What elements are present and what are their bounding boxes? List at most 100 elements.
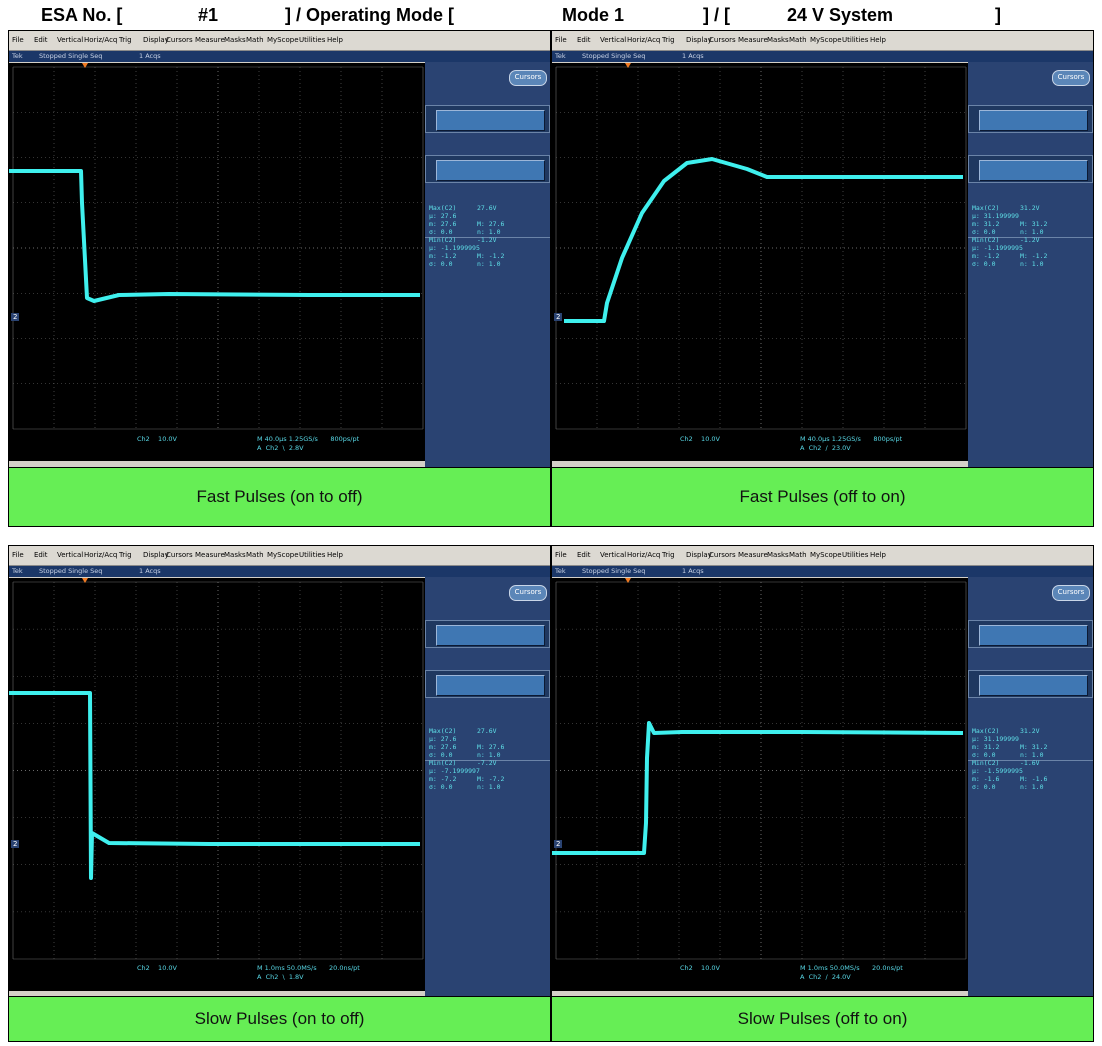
measurement-label: m: 27.6 (429, 743, 457, 751)
acq-mode: Stopped Single Seq (39, 52, 103, 60)
control-field-2[interactable] (979, 675, 1088, 696)
menu-item-file[interactable]: File (555, 551, 567, 559)
waveform-display[interactable]: 2 Ch2 10.0V M 1.0ms 50.0MS/s 20.0ns/pt A… (9, 578, 425, 991)
menu-item-trig[interactable]: Trig (662, 551, 675, 559)
measurement-label: m: 27.6 (429, 220, 457, 228)
menu-item-horizacq[interactable]: Horiz/Acq (84, 551, 118, 559)
menu-item-file[interactable]: File (555, 36, 567, 44)
menu-item-display[interactable]: Display (143, 551, 169, 559)
control-field-2[interactable] (979, 160, 1088, 181)
measurement-label: σ: 0.0 (972, 260, 996, 268)
menu-item-horizacq[interactable]: Horiz/Acq (627, 36, 661, 44)
menu-item-display[interactable]: Display (686, 551, 712, 559)
vertical-scale: Ch2 10.0V (680, 964, 720, 972)
menu-item-edit[interactable]: Edit (577, 36, 591, 44)
menu-item-display[interactable]: Display (686, 36, 712, 44)
menu-item-help[interactable]: Help (870, 36, 886, 44)
control-field-1[interactable] (979, 110, 1088, 131)
measurement-value: M: 31.2 (1020, 743, 1048, 751)
esa-label: ESA No. [ (41, 5, 123, 25)
measurement-value: 31.2V (1020, 204, 1040, 212)
measurement-label: m: 31.2 (972, 220, 1000, 228)
menu-item-myscope[interactable]: MyScope (810, 36, 842, 44)
menu-item-cursors[interactable]: Cursors (166, 551, 193, 559)
menu-item-math[interactable]: Math (246, 551, 264, 559)
menu-item-cursors[interactable]: Cursors (166, 36, 193, 44)
menu-item-myscope[interactable]: MyScope (267, 36, 299, 44)
waveform-display[interactable]: 2 Ch2 10.0V M 1.0ms 50.0MS/s 20.0ns/pt A… (552, 578, 968, 991)
ch2-ground-marker[interactable]: 2 (554, 840, 563, 848)
menu-item-math[interactable]: Math (789, 551, 807, 559)
scope-panel-fast-on-off: File Edit Vertical Horiz/Acq Trig Display Curs… (8, 30, 551, 527)
control-field-2[interactable] (436, 675, 545, 696)
ch2-ground-marker[interactable]: 2 (554, 313, 563, 321)
scope-window: File Edit Vertical Horiz/Acq Trig Display Curs… (9, 31, 550, 467)
menu-item-cursors[interactable]: Cursors (709, 36, 736, 44)
control-field-2[interactable] (436, 160, 545, 181)
menu-item-myscope[interactable]: MyScope (267, 551, 299, 559)
tek-label: Tek (12, 567, 23, 575)
measurement-divider (425, 760, 550, 761)
scope-side-panel: Cursors Max(C2) 27.6V μ: 27.6 m: 27.6 M: 27.… (425, 62, 550, 467)
menu-item-edit[interactable]: Edit (577, 551, 591, 559)
menu-item-masks[interactable]: Masks (224, 551, 246, 559)
menu-item-vertical[interactable]: Vertical (600, 36, 627, 44)
trigger-position-marker[interactable] (82, 578, 88, 583)
trigger-info: A Ch2 \ 1.8V (257, 973, 304, 981)
menu-item-file[interactable]: File (12, 36, 24, 44)
menu-item-edit[interactable]: Edit (34, 36, 48, 44)
menu-item-horizacq[interactable]: Horiz/Acq (627, 551, 661, 559)
menu-item-help[interactable]: Help (870, 551, 886, 559)
menu-item-utilities[interactable]: Utilities (842, 36, 869, 44)
measurement-value: M: -1.2 (477, 252, 505, 260)
menu-item-trig[interactable]: Trig (119, 36, 132, 44)
menu-item-masks[interactable]: Masks (767, 36, 789, 44)
menu-item-vertical[interactable]: Vertical (57, 551, 84, 559)
menu-item-trig[interactable]: Trig (119, 551, 132, 559)
waveform-display[interactable]: 2 Ch2 10.0V M 40.0μs 1.25GS/s 800ps/pt A… (9, 63, 425, 461)
menu-item-file[interactable]: File (12, 551, 24, 559)
ch2-ground-marker[interactable]: 2 (11, 313, 20, 321)
menu-item-myscope[interactable]: MyScope (810, 551, 842, 559)
menu-item-masks[interactable]: Masks (224, 36, 246, 44)
waveform-display[interactable]: 2 Ch2 10.0V M 40.0μs 1.25GS/s 800ps/pt A… (552, 63, 968, 461)
cursors-button[interactable]: Cursors (509, 70, 547, 86)
menu-item-measure[interactable]: Measure (195, 36, 225, 44)
trigger-position-marker[interactable] (82, 63, 88, 68)
menu-item-measure[interactable]: Measure (195, 551, 225, 559)
trigger-position-marker[interactable] (625, 578, 631, 583)
menu-item-display[interactable]: Display (143, 36, 169, 44)
ch2-ground-marker[interactable]: 2 (11, 840, 20, 848)
measurement-label: σ: 0.0 (972, 228, 996, 236)
cursors-button[interactable]: Cursors (1052, 70, 1090, 86)
menu-item-cursors[interactable]: Cursors (709, 551, 736, 559)
control-field-1[interactable] (436, 110, 545, 131)
menu-item-utilities[interactable]: Utilities (299, 36, 326, 44)
menu-item-horizacq[interactable]: Horiz/Acq (84, 36, 118, 44)
control-field-1[interactable] (436, 625, 545, 646)
menu-item-math[interactable]: Math (789, 36, 807, 44)
menu-item-help[interactable]: Help (327, 36, 343, 44)
scope-window: File Edit Vertical Horiz/Acq Trig Display Curs… (552, 546, 1093, 996)
measurement-label: σ: 0.0 (429, 260, 453, 268)
control-block-1 (968, 105, 1093, 133)
cursors-button[interactable]: Cursors (509, 585, 547, 601)
scope-side-panel: Cursors Max(C2) 27.6V μ: 27.6 m: 27.6 M: 27.… (425, 577, 550, 996)
timebase: M 1.0ms 50.0MS/s 20.0ns/pt (800, 964, 903, 972)
menu-item-utilities[interactable]: Utilities (299, 551, 326, 559)
measurement-value: n: 1.0 (1020, 751, 1044, 759)
menu-item-trig[interactable]: Trig (662, 36, 675, 44)
menu-item-vertical[interactable]: Vertical (57, 36, 84, 44)
menu-item-help[interactable]: Help (327, 551, 343, 559)
menu-item-math[interactable]: Math (246, 36, 264, 44)
menu-item-masks[interactable]: Masks (767, 551, 789, 559)
trigger-position-marker[interactable] (625, 63, 631, 68)
menu-item-measure[interactable]: Measure (738, 36, 768, 44)
menu-item-vertical[interactable]: Vertical (600, 551, 627, 559)
menu-item-edit[interactable]: Edit (34, 551, 48, 559)
menu-item-measure[interactable]: Measure (738, 551, 768, 559)
cursors-button[interactable]: Cursors (1052, 585, 1090, 601)
control-field-1[interactable] (979, 625, 1088, 646)
menu-item-utilities[interactable]: Utilities (842, 551, 869, 559)
tek-label: Tek (555, 567, 566, 575)
